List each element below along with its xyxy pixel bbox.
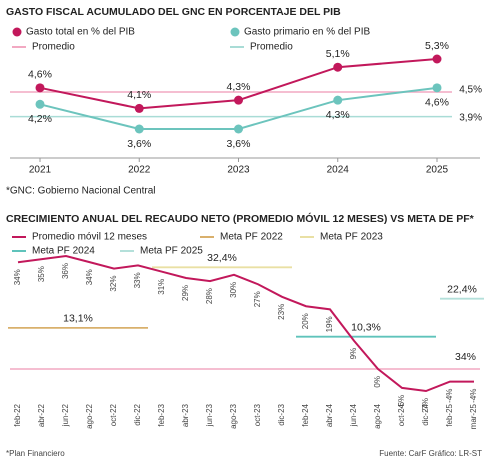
series-line — [39, 86, 438, 130]
value-label: 4,1% — [127, 89, 151, 101]
note: *Plan Financiero — [6, 449, 65, 458]
legend-marker — [12, 27, 22, 37]
x-tick-label: jun-23 — [205, 403, 214, 427]
x-tick-label: 2021 — [29, 165, 52, 176]
x-tick-label: jun-24 — [349, 403, 358, 427]
x-tick-label: feb-25 — [445, 403, 454, 426]
value-label: 30% — [229, 282, 238, 298]
x-tick-label: feb-23 — [157, 403, 166, 426]
note: *GNC: Gobierno Nacional Central — [6, 186, 156, 197]
value-label: 5,3% — [425, 40, 449, 52]
target-label: 22,4% — [447, 283, 477, 295]
x-tick-label: feb-22 — [13, 403, 22, 426]
chart-title: CRECIMIENTO ANUAL DEL RECAUDO NETO (PROM… — [6, 212, 475, 225]
legend-marker — [230, 27, 240, 37]
value-label: 4,6% — [425, 97, 449, 109]
value-label: 34% — [13, 269, 22, 285]
x-tick-label: dic-22 — [133, 403, 142, 425]
marker — [35, 99, 45, 109]
value-label: -7% — [421, 398, 430, 412]
value-label: 9% — [349, 348, 358, 360]
value-label: 5,1% — [326, 48, 350, 60]
target-label: 10,3% — [351, 321, 381, 333]
value-label: 4,3% — [227, 81, 251, 93]
value-label: 23% — [277, 304, 286, 320]
x-tick-label: jun-22 — [61, 403, 70, 427]
x-tick-label: abr-23 — [181, 403, 190, 427]
legend-label: Promedio — [32, 42, 75, 53]
x-tick-label: 2024 — [327, 165, 350, 176]
x-tick-label: feb-24 — [301, 403, 310, 426]
legend-label: Meta PF 2022 — [220, 232, 283, 243]
value-label: 3,6% — [127, 138, 151, 150]
value-label: 31% — [157, 279, 166, 295]
x-tick-label: 2022 — [128, 165, 151, 176]
value-label: -6% — [397, 395, 406, 409]
value-label: 4,6% — [28, 69, 52, 81]
value-label: -4% — [445, 389, 454, 403]
x-tick-label: 2023 — [227, 165, 250, 176]
legend-label: Meta PF 2025 — [140, 246, 203, 257]
marker — [432, 83, 442, 93]
value-label: -4% — [469, 389, 478, 403]
series-line — [17, 254, 474, 393]
value-label: 19% — [325, 316, 334, 332]
marker — [234, 95, 243, 105]
value-label: 36% — [61, 263, 70, 279]
source: Fuente: CarF Gráfico: LR-ST — [379, 449, 482, 458]
legend-label: Promedio móvil 12 meses — [32, 232, 147, 243]
x-tick-label: mar-25 — [469, 403, 478, 429]
value-label: 27% — [253, 291, 262, 307]
x-tick-label: ago-23 — [229, 403, 238, 428]
value-label: 4,2% — [28, 113, 52, 125]
target-label: 32,4% — [207, 252, 237, 264]
marker — [134, 124, 144, 134]
value-label: 32% — [109, 276, 118, 292]
legend-label: Gasto total en % del PIB — [26, 27, 135, 38]
value-label: 34% — [85, 269, 94, 285]
value-label: 35% — [37, 266, 46, 282]
legend-label: Meta PF 2024 — [32, 246, 95, 257]
value-label: 20% — [301, 313, 310, 329]
x-tick-label: ago-22 — [85, 403, 94, 428]
value-label: 29% — [181, 285, 190, 301]
marker — [234, 124, 243, 134]
legend-label: Meta PF 2023 — [320, 232, 383, 243]
value-label: 33% — [133, 272, 142, 288]
x-tick-label: dic-23 — [277, 403, 286, 425]
x-tick-label: oct-22 — [109, 403, 118, 426]
x-tick-label: ago-24 — [373, 403, 382, 428]
x-tick-label: oct-24 — [397, 403, 406, 426]
value-label: 3,6% — [227, 138, 251, 150]
value-label: 0% — [373, 376, 382, 388]
legend-label: Promedio — [250, 42, 293, 53]
marker — [35, 83, 45, 93]
x-tick-label: abr-22 — [37, 403, 46, 427]
value-label: 28% — [205, 288, 214, 304]
x-tick-label: oct-23 — [253, 403, 262, 426]
x-tick-label: 2025 — [426, 165, 449, 176]
value-label: 4,3% — [326, 109, 350, 121]
x-tick-label: abr-24 — [325, 403, 334, 427]
reference-label: 4,5% — [459, 85, 482, 96]
marker — [134, 103, 144, 113]
marker — [333, 95, 343, 105]
annotation: 34% — [455, 351, 476, 363]
marker — [432, 54, 442, 64]
target-label: 13,1% — [63, 313, 93, 325]
x-tick-label: dic-24 — [421, 403, 430, 425]
chart-title: GASTO FISCAL ACUMULADO DEL GNC EN PORCEN… — [6, 6, 341, 18]
legend-label: Gasto primario en % del PIB — [244, 27, 370, 38]
marker — [333, 62, 343, 72]
reference-label: 3,9% — [459, 112, 482, 123]
